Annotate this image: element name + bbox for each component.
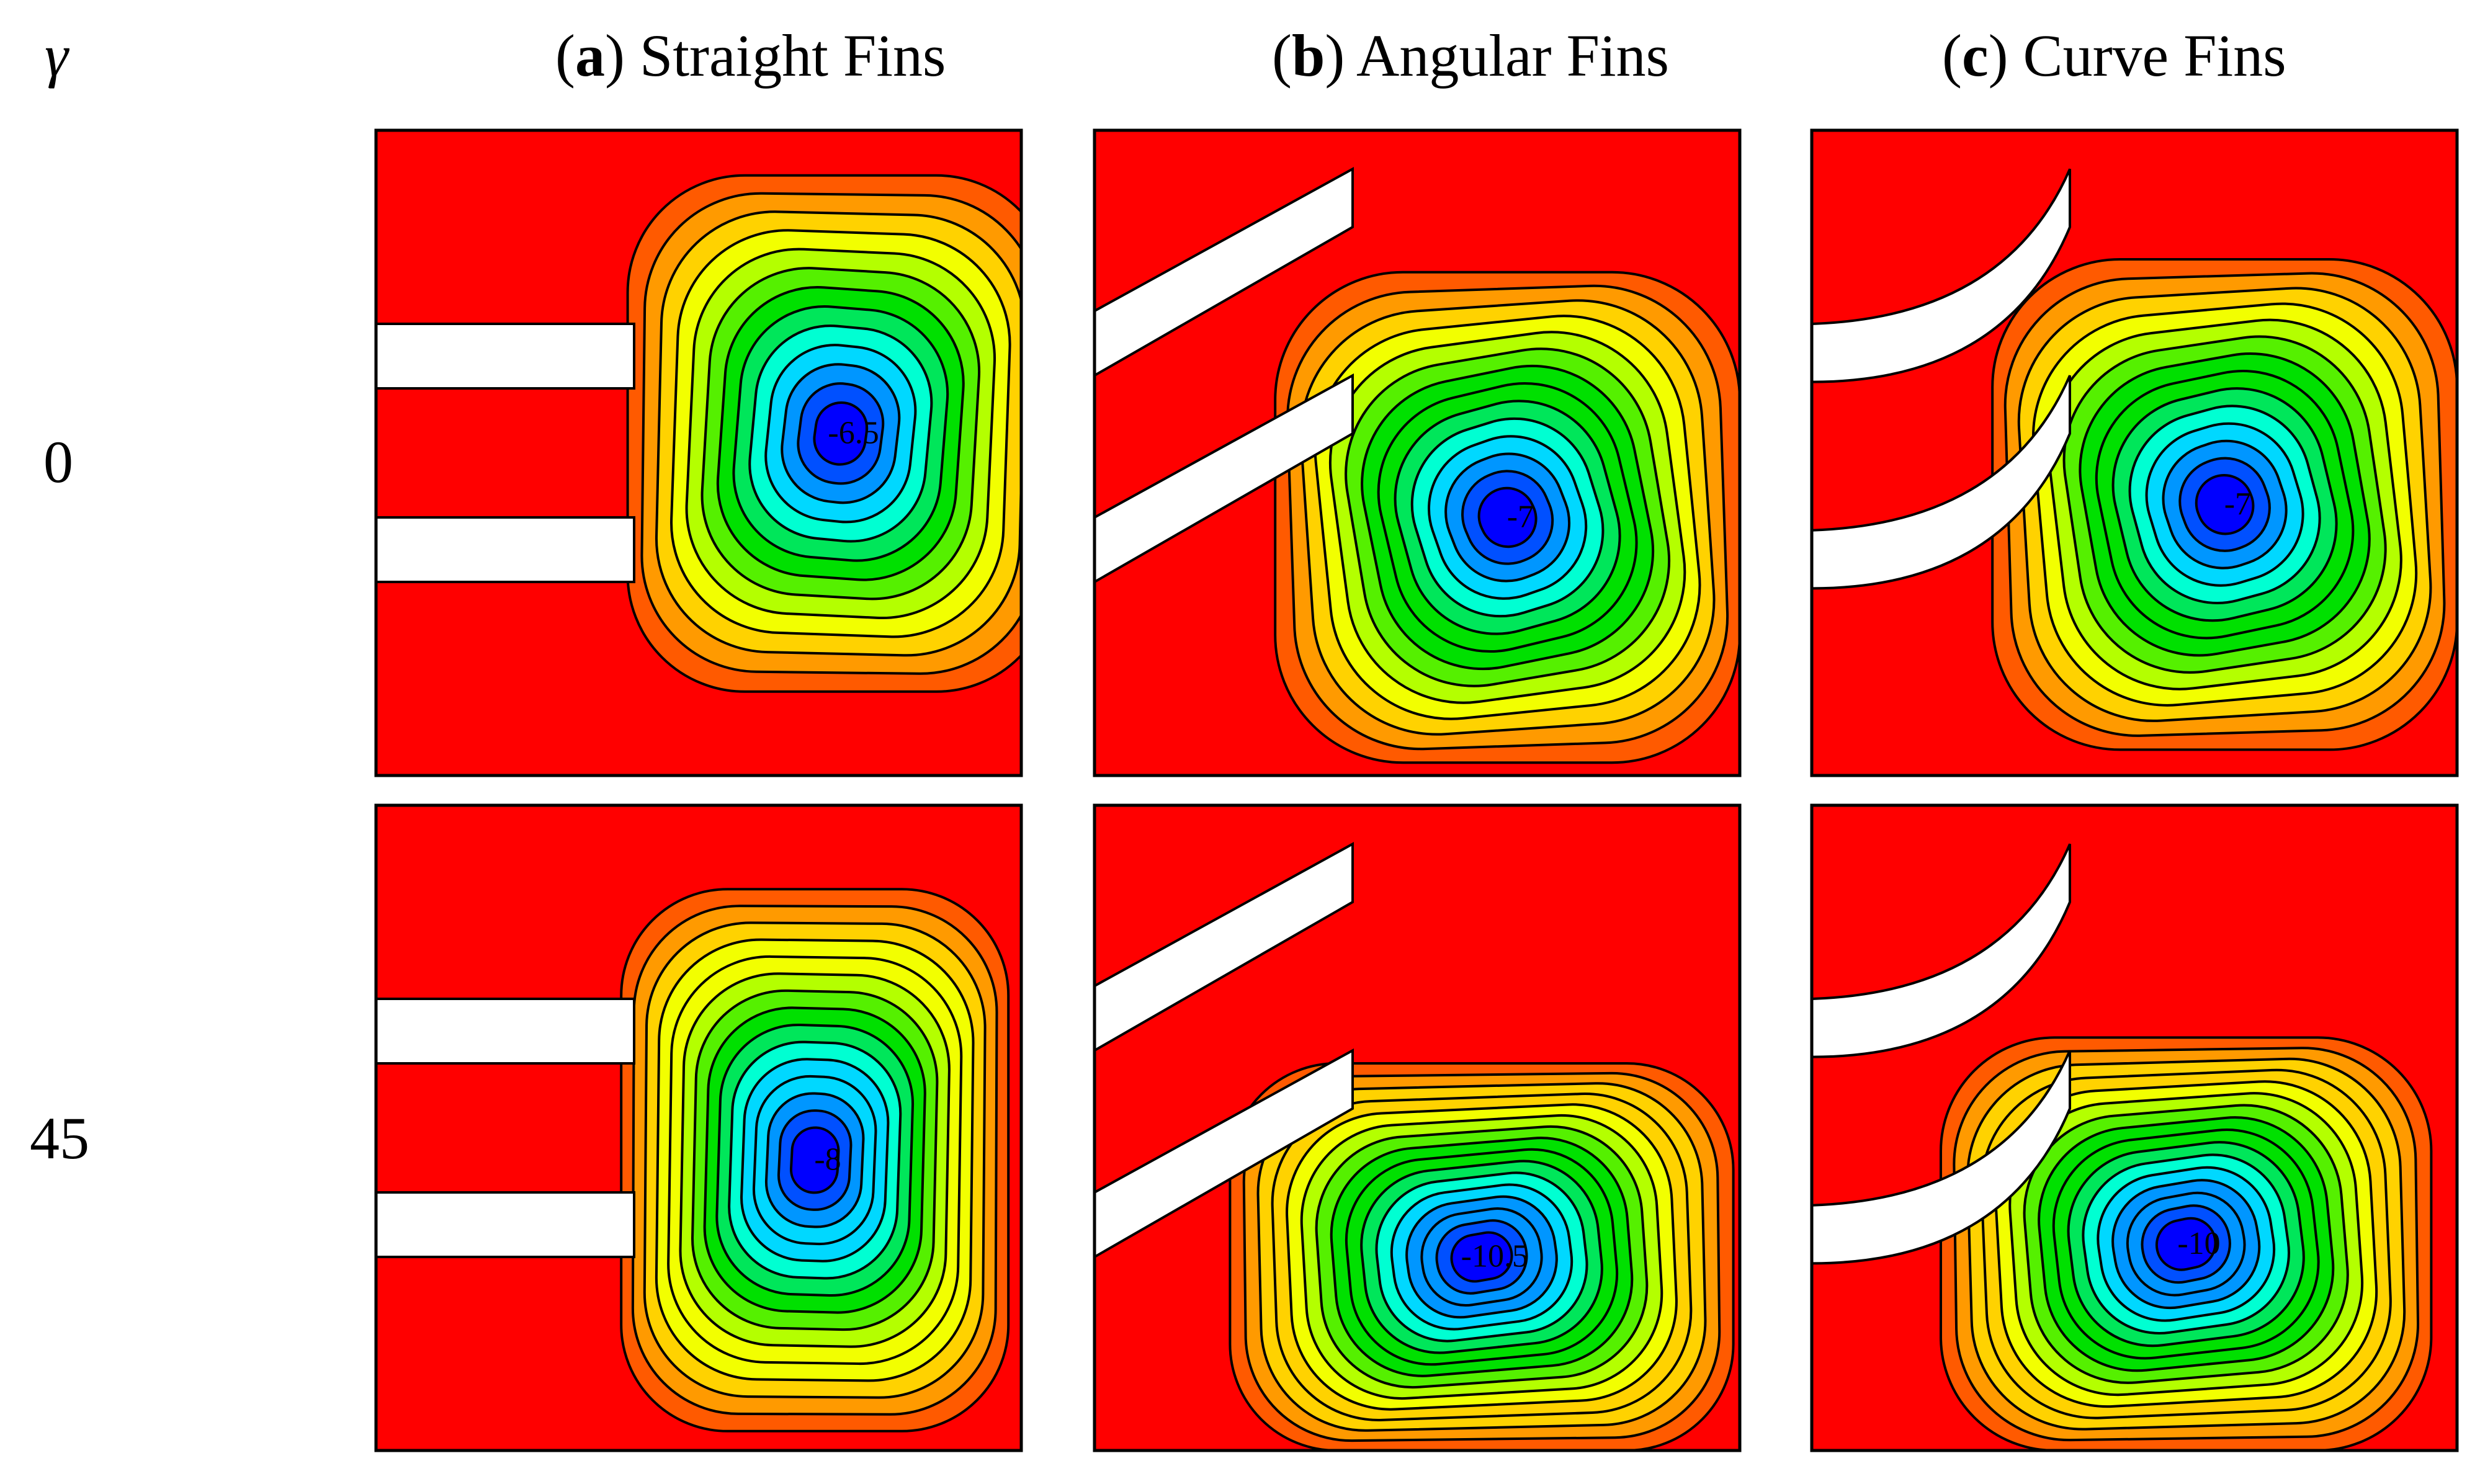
column-letter-a: a <box>575 22 605 89</box>
contour-value-label: -6.5 <box>828 415 879 450</box>
contour-panel: -10.5 <box>1093 803 1742 1452</box>
contour-value-label: -10.5 <box>1461 1239 1528 1274</box>
column-title-b-text: Angular Fins <box>1356 22 1670 89</box>
contour-panel: -7 <box>1810 128 2459 777</box>
contour-panel: -10 <box>1810 803 2459 1452</box>
column-title-c-text: Curve Fins <box>2023 22 2286 89</box>
column-letter-c: c <box>1961 22 1989 89</box>
panel-border <box>374 128 1023 777</box>
fin <box>1811 843 2071 1058</box>
contour-level <box>789 1126 840 1194</box>
panel-border <box>1810 128 2459 777</box>
panel-border <box>374 803 1023 1452</box>
column-title-c: (c) Curve Fins <box>1942 22 2286 89</box>
fin <box>375 1191 635 1258</box>
gamma-symbol: γ <box>45 22 68 89</box>
contour-value-label: -7 <box>2224 486 2251 522</box>
contour-value-label: -8 <box>814 1142 841 1178</box>
fin <box>375 323 635 390</box>
contour-level <box>1450 1231 1513 1283</box>
column-title-a-text: Straight Fins <box>639 22 946 89</box>
contour-panel: -6.5 <box>374 128 1023 777</box>
row-header: γ <box>45 19 68 93</box>
fin <box>375 998 635 1065</box>
column-letter-b: b <box>1291 22 1325 89</box>
contour-level <box>2195 473 2255 535</box>
contour-panel: -8 <box>374 803 1023 1452</box>
panel-border <box>1093 803 1742 1452</box>
row-label-gamma-0: 0 <box>43 429 73 495</box>
panel-border <box>1810 803 2459 1452</box>
column-title-b: (b) Angular Fins <box>1272 22 1670 89</box>
panel-border <box>1093 128 1742 777</box>
contour-level <box>2155 1217 2217 1271</box>
contour-value-label: -7 <box>1507 499 1534 535</box>
fin <box>1811 168 2071 383</box>
contour-level <box>813 401 869 466</box>
contour-level <box>1477 486 1538 548</box>
fin <box>1811 1050 2071 1265</box>
fin <box>375 516 635 583</box>
row-label-gamma-45: 45 <box>30 1105 89 1171</box>
fin <box>1811 375 2071 590</box>
contour-value-label: -10 <box>2177 1226 2220 1261</box>
column-title-a: (a) Straight Fins <box>555 22 946 89</box>
contour-panel: -7 <box>1093 128 1742 777</box>
